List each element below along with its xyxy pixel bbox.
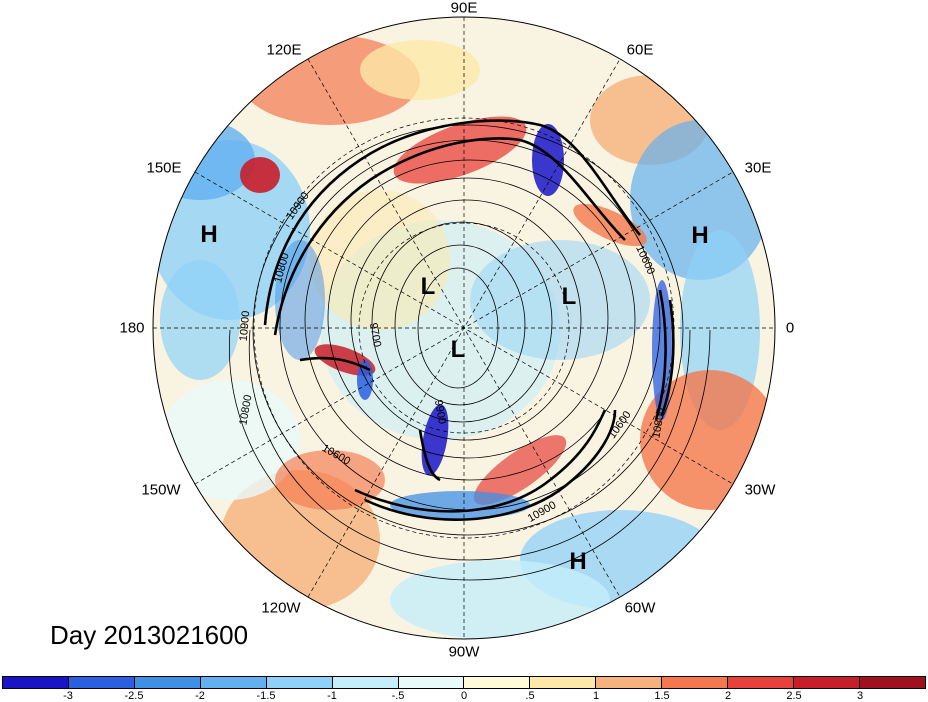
- colorbar-cell: [3, 677, 69, 688]
- day-label: Day 2013021600: [50, 620, 249, 650]
- colorbar-cell: [68, 677, 135, 688]
- colorbar-cell: [662, 677, 729, 688]
- colorbar-tick-label: -2: [195, 690, 205, 702]
- colorbar-tick-label: 1: [592, 690, 600, 702]
- colorbar-tick-label: .5: [525, 690, 535, 702]
- longitude-label: 90E: [450, 0, 478, 17]
- longitude-label: 30W: [744, 481, 776, 499]
- colorbar-cell: [464, 677, 531, 688]
- colorbar-tick-label: 2: [724, 690, 732, 702]
- high-pressure-marker: H: [569, 548, 587, 575]
- colorbar-tick-label: -3: [63, 690, 73, 702]
- colorbar-tick-label: 1.5: [654, 690, 670, 702]
- colorbar-tick-label: 2.5: [786, 690, 802, 702]
- colorbar-cell: [200, 677, 267, 688]
- colorbar-cell: [859, 677, 925, 688]
- colorbar: [2, 676, 926, 689]
- height-contours: [228, 124, 711, 581]
- high-pressure-marker: H: [200, 221, 218, 248]
- longitude-label: 150W: [141, 481, 181, 499]
- low-pressure-marker: L: [561, 283, 577, 310]
- colorbar-tick-label: -1.5: [256, 690, 276, 702]
- colorbar-tick-label: -1: [327, 690, 337, 702]
- longitude-label: 90W: [448, 643, 480, 661]
- colorbar-tick-label: -.5: [391, 690, 405, 702]
- longitude-label: 60E: [626, 41, 654, 59]
- colorbar-cell: [398, 677, 465, 688]
- longitude-label: 120E: [266, 41, 302, 59]
- colorbar-cell: [332, 677, 399, 688]
- low-pressure-marker: L: [420, 273, 436, 300]
- jet-contours: [263, 119, 675, 521]
- colorbar-cell: [266, 677, 333, 688]
- longitude-label: 0: [785, 319, 795, 337]
- colorbar-cell: [728, 677, 795, 688]
- colorbar-cell: [794, 677, 860, 688]
- colorbar-cell: [596, 677, 663, 688]
- map-boundary: [152, 16, 776, 640]
- longitude-label: 60W: [624, 599, 656, 617]
- colorbar-tick-label: -2.5: [124, 690, 144, 702]
- graticule: [153, 17, 775, 639]
- colorbar-cell: [530, 677, 597, 688]
- colorbar-tick-label: 0: [460, 690, 468, 702]
- colorbar-cell: [134, 677, 201, 688]
- longitude-label: 150E: [146, 159, 182, 177]
- longitude-label: 180: [119, 319, 145, 337]
- high-pressure-marker: H: [691, 222, 709, 249]
- longitude-label: 120W: [261, 599, 301, 617]
- colorbar-tick-label: 3: [856, 690, 864, 702]
- low-pressure-marker: L: [450, 336, 466, 363]
- longitude-label: 30E: [744, 159, 772, 177]
